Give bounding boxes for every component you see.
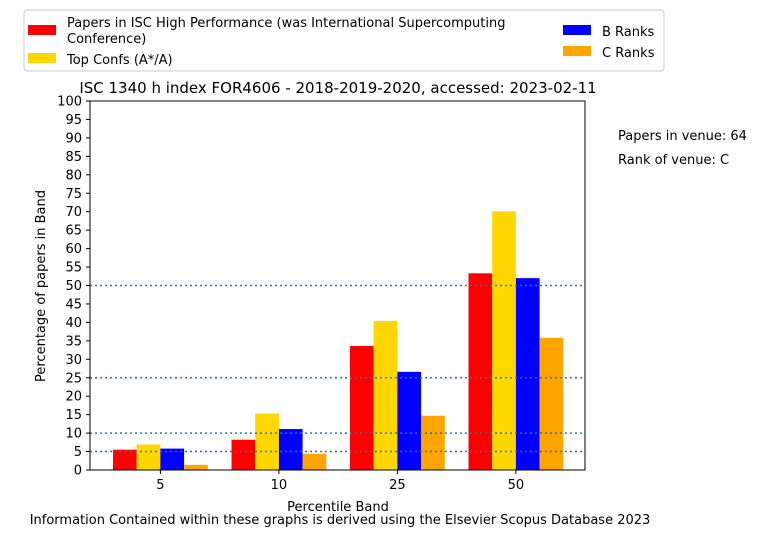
bar-50-series-3 [515, 278, 540, 470]
bar-10-series-3 [278, 429, 303, 470]
y-tick-label-10: 10 [65, 427, 82, 442]
y-tick-label-0: 0 [74, 464, 82, 479]
bar-25-series-2 [373, 320, 398, 470]
bar-50-series-4 [539, 337, 564, 470]
y-tick-label-65: 65 [65, 224, 82, 239]
y-tick-label-60: 60 [65, 242, 82, 257]
x-tick-label-10: 10 [271, 478, 288, 493]
y-tick-label-70: 70 [65, 205, 82, 220]
bar-10-series-2 [255, 413, 279, 470]
x-tick-label-5: 5 [156, 478, 164, 493]
legend-label-red-line1: Papers in ISC High Performance (was Inte… [67, 16, 505, 31]
bar-5-series-4 [184, 464, 208, 470]
y-tick-label-30: 30 [65, 353, 82, 368]
y-tick-label-15: 15 [65, 408, 82, 423]
y-tick-label-5: 5 [74, 445, 82, 460]
y-tick-label-100: 100 [57, 95, 82, 110]
bar-25-series-4 [421, 415, 445, 470]
legend: Papers in ISC High Performance (was Inte… [23, 9, 665, 72]
x-axis-ticks: 5 10 25 50 [156, 470, 524, 493]
y-tick-label-95: 95 [65, 113, 82, 128]
y-tick-label-35: 35 [65, 334, 82, 349]
legend-label-blue: B Ranks [602, 25, 655, 40]
y-tick-label-20: 20 [65, 390, 82, 405]
bar-10-series-4 [302, 453, 327, 470]
y-tick-label-50: 50 [65, 279, 82, 294]
legend-swatch-red [28, 25, 56, 35]
legend-swatch-orange [563, 46, 591, 56]
rank-of-venue: Rank of venue: C [618, 153, 729, 168]
bar-50-series-2 [492, 211, 516, 470]
y-tick-label-25: 25 [65, 371, 82, 386]
legend-label-red-line2: Conference) [67, 32, 146, 47]
bar-5-series-1 [113, 449, 137, 470]
y-axis-label: Percentage of papers in Band [34, 190, 49, 382]
papers-in-venue: Papers in venue: 64 [618, 129, 747, 144]
y-tick-label-55: 55 [65, 261, 82, 276]
bar-50-series-1 [468, 273, 493, 470]
y-tick-label-75: 75 [65, 187, 82, 202]
y-tick-label-45: 45 [65, 297, 82, 312]
bar-5-series-3 [160, 448, 185, 470]
legend-label-orange: C Ranks [602, 46, 655, 61]
y-tick-label-90: 90 [65, 131, 82, 146]
legend-label-yellow: Top Confs (A*/A) [66, 53, 173, 68]
bar-10-series-1 [231, 439, 256, 470]
x-axis-label: Percentile Band [287, 500, 389, 515]
chart-title: ISC 1340 h index FOR4606 - 2018-2019-202… [79, 79, 596, 97]
bar-5-series-2 [136, 444, 161, 470]
y-tick-label-85: 85 [65, 150, 82, 165]
legend-swatch-yellow [28, 53, 56, 63]
legend-frame [23, 9, 665, 72]
legend-swatch-blue [563, 25, 591, 35]
x-tick-label-25: 25 [389, 478, 406, 493]
bars [113, 211, 564, 470]
footer-note: Information Contained within these graph… [30, 513, 651, 528]
y-tick-label-80: 80 [65, 168, 82, 183]
x-tick-label-50: 50 [508, 478, 525, 493]
bar-25-series-3 [397, 371, 422, 470]
y-axis-ticks: 0 5 10 15 20 25 30 35 40 45 50 55 60 65 70 75 80 85 90 95 10… [57, 95, 90, 479]
y-tick-label-40: 40 [65, 316, 82, 331]
